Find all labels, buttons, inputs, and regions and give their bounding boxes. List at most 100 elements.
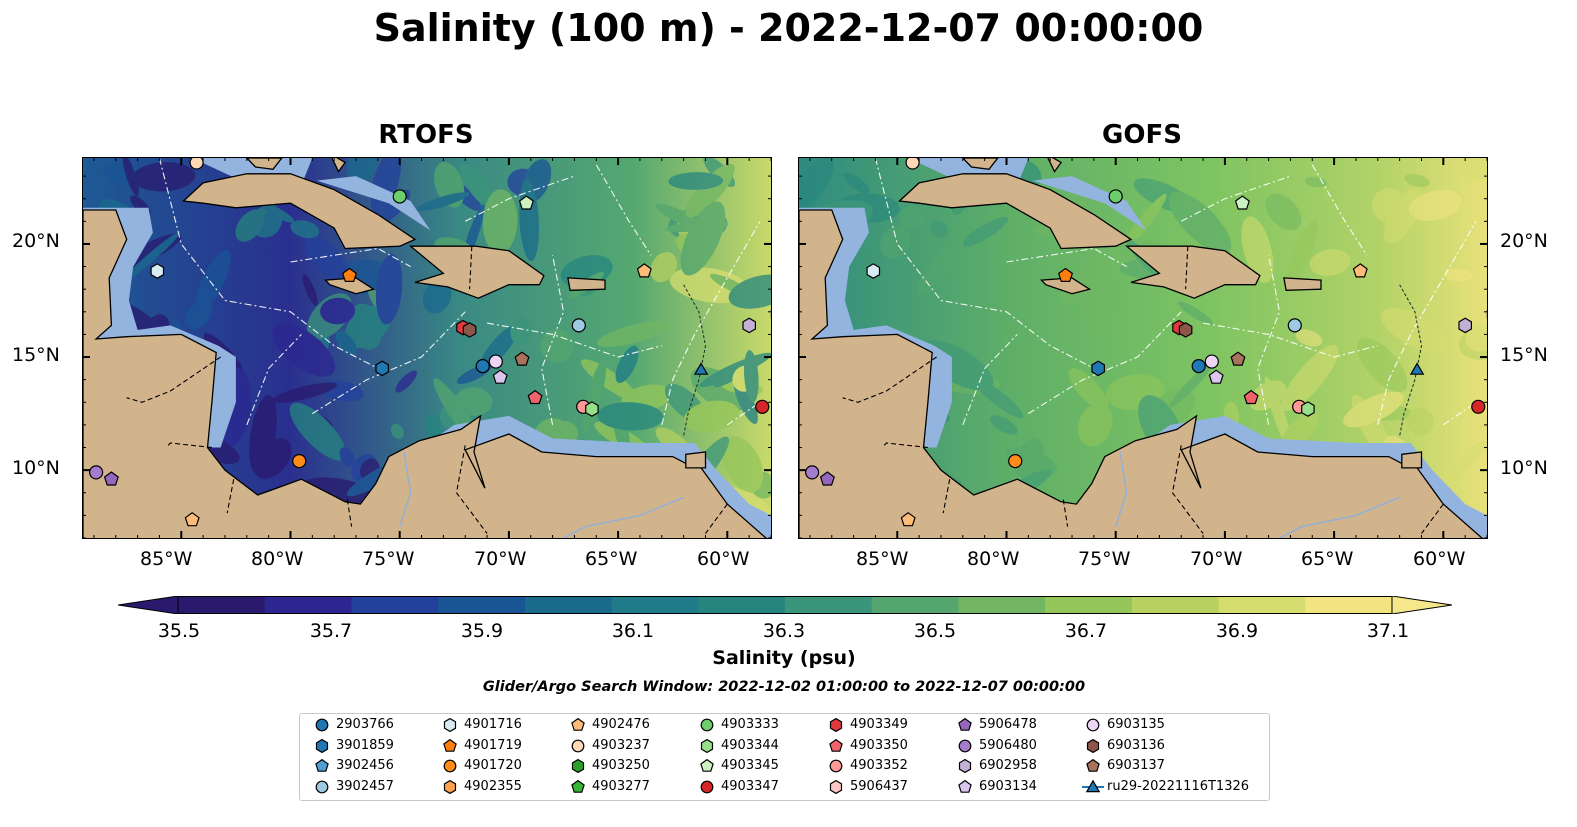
country-border	[165, 442, 212, 449]
land-trinidad	[1401, 451, 1423, 469]
observation-marker	[392, 189, 407, 204]
legend-marker-icon	[443, 759, 457, 773]
legend-label: 4902476	[592, 717, 650, 732]
search-window-text: Glider/Argo Search Window: 2022-12-02 01…	[482, 679, 1086, 695]
shallow-water	[316, 176, 431, 231]
isobath	[1399, 284, 1423, 437]
x-tick-label: 85°W	[856, 548, 909, 570]
country-border	[1171, 445, 1204, 534]
y-tick-label-left: 10°N	[12, 457, 60, 479]
legend-label: 4901719	[464, 737, 522, 753]
legend-marker	[443, 759, 457, 773]
observation-marker	[189, 158, 204, 170]
river	[1279, 496, 1400, 538]
observation-marker	[475, 358, 490, 374]
legend-label: 6903136	[1107, 737, 1165, 753]
legend-label: 5906478	[979, 717, 1037, 732]
x-tick-label: 60°W	[697, 548, 750, 570]
legend-marker-icon	[958, 779, 972, 793]
observation-marker	[103, 471, 119, 486]
colorbar-extend-min	[118, 596, 179, 614]
colorbar-tick-label: 36.5	[913, 620, 957, 642]
y-tick-label-right: 20°N	[1500, 230, 1548, 252]
colorbar-tick-label: 35.7	[309, 620, 353, 642]
legend-marker	[958, 717, 972, 731]
legend-marker-icon	[315, 780, 329, 793]
observation-marker	[1352, 263, 1368, 278]
x-tick-label: 70°W	[474, 548, 527, 570]
eez-boundary	[487, 322, 662, 358]
legend-label: 4903350	[850, 737, 908, 753]
legend-marker-icon	[443, 717, 457, 733]
legend-label: 5906437	[850, 778, 908, 794]
legend-label: 4901716	[464, 717, 522, 732]
legend-marker	[958, 739, 972, 752]
observation-marker	[755, 399, 770, 414]
legend-marker-icon	[700, 758, 714, 772]
legend-marker	[571, 739, 585, 752]
observation-marker	[150, 263, 165, 279]
observation-marker	[514, 351, 530, 366]
legend-label: 4903344	[721, 737, 779, 753]
eez-boundary	[1028, 311, 1182, 415]
eez-boundary	[158, 158, 379, 369]
eez-boundary	[962, 334, 1018, 426]
observation-marker	[341, 267, 358, 283]
x-tick-label: 65°W	[1301, 548, 1354, 570]
legend-label: 4903250	[592, 758, 650, 773]
observation-marker	[866, 263, 881, 279]
eez-boundary	[541, 255, 565, 426]
colorbar-tick-label: 37.1	[1366, 620, 1410, 642]
river	[1115, 451, 1128, 527]
legend-label: 6903137	[1107, 758, 1165, 773]
legend-marker	[1086, 738, 1100, 753]
colorbar-segment	[1045, 596, 1133, 614]
legend-marker	[1085, 779, 1101, 792]
observation-marker	[571, 318, 586, 333]
legend-marker-icon	[829, 779, 843, 794]
country-border	[1421, 503, 1444, 534]
legend-marker	[700, 738, 714, 753]
legend-marker-icon	[315, 718, 329, 732]
observation-marker	[1204, 354, 1219, 369]
observation-marker	[375, 360, 389, 377]
x-tick-label: 75°W	[362, 548, 415, 570]
land-puertorico	[567, 277, 606, 291]
legend-marker-icon	[1086, 738, 1100, 753]
legend-marker-icon	[700, 738, 714, 753]
y-tick-label-left: 15°N	[12, 344, 60, 366]
legend-marker	[315, 738, 329, 753]
legend-marker	[700, 780, 714, 793]
observation-marker	[585, 401, 599, 417]
country-border	[942, 479, 951, 514]
land-hispaniola	[408, 245, 545, 299]
eez-boundary	[246, 334, 302, 426]
legend-marker-icon	[829, 759, 843, 773]
x-tick-label: 60°W	[1413, 548, 1466, 570]
observation-marker	[1301, 401, 1315, 417]
observation-marker	[1243, 389, 1259, 405]
eez-boundary	[1442, 401, 1477, 426]
river	[563, 496, 684, 538]
eez-boundary	[726, 401, 761, 426]
observation-marker	[1057, 267, 1074, 283]
legend-label: 3902456	[336, 758, 394, 773]
map-gofs	[798, 157, 1488, 539]
observation-marker	[1091, 360, 1105, 377]
colorbar-segment	[958, 596, 1046, 614]
colorbar-tick-label: 35.9	[460, 620, 504, 642]
legend-marker	[315, 718, 329, 732]
legend-marker	[1086, 718, 1100, 732]
legend-marker	[700, 718, 714, 732]
eez-boundary	[874, 158, 1095, 369]
legend-label: 4903237	[592, 737, 650, 753]
y-tick-label-left: 20°N	[12, 230, 60, 252]
colorbar-tick-label: 36.9	[1215, 620, 1259, 642]
legend-marker-icon	[829, 738, 843, 752]
legend-marker	[443, 717, 457, 733]
legend-marker-icon	[1086, 758, 1100, 772]
river	[399, 451, 412, 527]
eez-boundary	[661, 221, 761, 426]
legend-marker	[315, 780, 329, 793]
eez-boundary	[312, 311, 466, 415]
